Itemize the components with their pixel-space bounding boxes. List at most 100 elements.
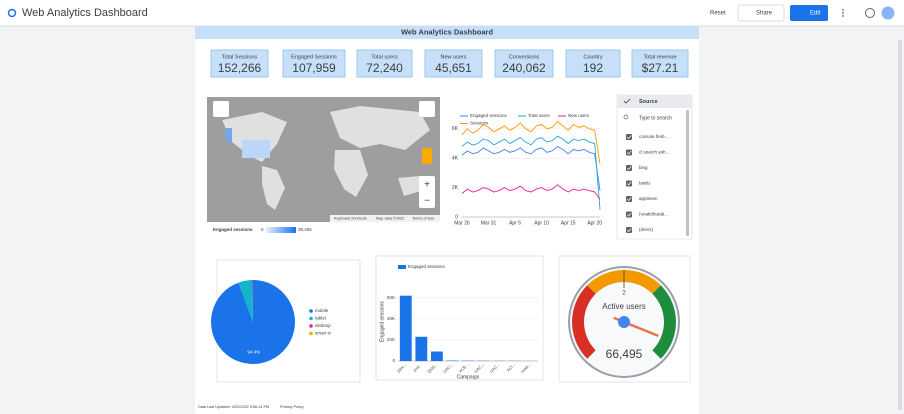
legend-label: Sessions <box>470 121 489 126</box>
y-tick-label: 6K <box>452 126 459 132</box>
pie-slice <box>210 280 295 364</box>
kpi-value: 152,266 <box>218 61 262 75</box>
x-tick-label: Mar 31 <box>481 220 497 226</box>
menu-dot[interactable] <box>842 9 844 11</box>
kpi-value: 240,062 <box>502 61 546 75</box>
checkbox[interactable] <box>626 180 632 187</box>
x-tick-label: UAC... <box>473 362 485 374</box>
bar <box>415 336 428 361</box>
avatar[interactable] <box>881 6 895 20</box>
map-legend-min: 0 <box>261 227 264 232</box>
menu-dot[interactable] <box>842 12 844 14</box>
logo[interactable] <box>7 8 17 18</box>
kpi-label: Total users <box>371 54 398 60</box>
share-button[interactable]: Share <box>756 11 773 17</box>
y-tick-label: 0 <box>455 214 458 220</box>
kpi-label: Engaged Sessions <box>291 54 337 60</box>
check-icon <box>623 98 631 104</box>
report-header <box>195 26 699 39</box>
y-tick-label: 0 <box>392 358 395 363</box>
filter-option[interactable]: console.fireb... <box>639 134 668 139</box>
map-attribution: Keyboard shortcuts <box>334 217 367 221</box>
scrollbar <box>898 40 902 410</box>
pie-slice <box>238 280 253 322</box>
checkmark <box>626 135 632 140</box>
help-icon[interactable] <box>865 8 875 18</box>
x-tick-label: ACI... <box>506 362 517 373</box>
y-tick-label: 60K <box>387 295 395 300</box>
kpi-card <box>210 49 269 78</box>
x-tick-label: Apr 10 <box>534 220 549 226</box>
kpi-label: Conversions <box>509 54 540 60</box>
checkbox[interactable] <box>626 149 632 156</box>
gauge-value: 66,495 <box>606 347 643 361</box>
kpi-card <box>565 49 621 78</box>
checkmark <box>626 197 632 202</box>
legend-label: tablet <box>315 316 327 321</box>
kpi-label: Total revenue <box>643 54 676 60</box>
kpi-card <box>631 49 689 78</box>
filter-option[interactable]: baidu <box>639 181 651 186</box>
map-legend-title: Engaged sessions <box>213 227 253 232</box>
x-tick-label: UAC... <box>489 362 501 374</box>
legend-dot <box>309 331 313 336</box>
kpi-card <box>424 49 483 78</box>
footer-privacy[interactable]: Privacy Policy <box>280 405 304 409</box>
legend-label: desktop <box>315 323 331 328</box>
svg-text:−: − <box>424 196 430 207</box>
checkmark <box>626 166 632 171</box>
search-input: Type to search <box>639 115 672 121</box>
reset-button[interactable]: Reset <box>710 11 726 17</box>
checkbox[interactable] <box>626 165 632 171</box>
pie-slice <box>252 280 253 322</box>
line-series <box>461 120 601 165</box>
checkmark <box>626 212 632 217</box>
legend-label: Engaged sessions <box>408 264 446 269</box>
checkbox[interactable] <box>626 211 632 218</box>
filter-option[interactable]: (unattributab... <box>639 212 668 217</box>
gauge-hub <box>618 316 630 328</box>
x-tick-label: (dire... <box>396 362 408 374</box>
y-tick-label: 20K <box>387 337 395 342</box>
edit-button[interactable]: Edit <box>810 11 821 17</box>
legend-label: mobile <box>315 308 329 313</box>
map: + − <box>207 97 440 222</box>
x-tick-label: Apr 20 <box>587 220 602 226</box>
legend-dot <box>309 316 313 321</box>
report-title: Web Analytics Dashboard <box>401 27 494 36</box>
share-button-frame[interactable] <box>737 4 785 22</box>
gauge-band <box>652 285 676 359</box>
filter-option[interactable]: (direct) <box>639 227 654 232</box>
y-axis-label: Engaged sessions <box>379 301 385 342</box>
kpi-value: $27.21 <box>642 61 679 75</box>
bar <box>430 351 443 361</box>
x-tick-label: (not... <box>412 362 423 373</box>
map-legend-max: 39,455 <box>298 227 312 232</box>
checkbox[interactable] <box>626 134 632 140</box>
menu-dot[interactable] <box>842 15 844 17</box>
x-axis-label: Campaign <box>457 374 480 380</box>
kpi-value: 45,651 <box>435 61 472 75</box>
filter-header <box>617 95 692 108</box>
checkbox[interactable] <box>626 227 632 233</box>
line-series <box>461 184 601 200</box>
x-tick-label: Apr 5 <box>509 220 521 226</box>
filter-option[interactable]: cl.search.yah... <box>639 150 669 155</box>
gauge-tick-label: 2 <box>622 291 626 297</box>
filter-option[interactable]: bing <box>639 165 648 170</box>
legend-dot <box>309 324 313 328</box>
edit-button-frame[interactable] <box>790 5 828 21</box>
search-icon <box>623 114 629 120</box>
kpi-value: 107,959 <box>292 61 336 75</box>
kpi-label: New users <box>441 54 467 60</box>
line-series <box>461 145 601 191</box>
x-tick-label: ACE... <box>458 362 470 374</box>
checkbox[interactable] <box>626 196 632 202</box>
legend-label: smart tv <box>315 331 332 336</box>
pie-value-label: 94.4% <box>247 349 260 354</box>
app-title: Web Analytics Dashboard <box>22 7 148 19</box>
filter-title: Source <box>639 99 658 105</box>
filter-option[interactable]: apptimen <box>639 196 658 201</box>
kpi-card <box>356 49 413 78</box>
